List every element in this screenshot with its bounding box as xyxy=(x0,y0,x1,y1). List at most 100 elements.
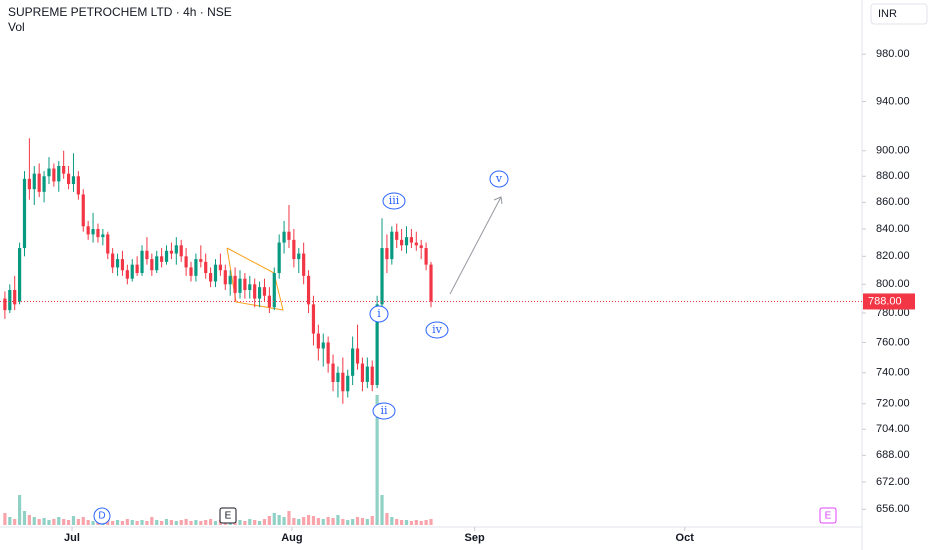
volume-bar xyxy=(429,519,433,525)
volume-bar xyxy=(71,516,76,525)
volume-bar xyxy=(341,519,345,525)
candle-body xyxy=(47,168,51,177)
candle-body xyxy=(42,176,46,192)
volume-bar xyxy=(155,520,159,525)
volume-bar xyxy=(326,517,330,525)
candle-body xyxy=(262,287,267,296)
volume-bar xyxy=(390,517,394,525)
volume-bar xyxy=(346,520,350,525)
y-tick-label: 656.00 xyxy=(876,503,910,515)
volume-bar xyxy=(194,520,198,525)
candle-body xyxy=(297,253,301,260)
candle-body xyxy=(223,270,227,285)
y-tick-label: 720.00 xyxy=(876,398,910,410)
event-marker[interactable] xyxy=(819,507,837,524)
candle-body xyxy=(145,250,149,260)
y-tick-label: 704.00 xyxy=(876,423,910,435)
candle-body xyxy=(326,342,330,364)
wave-label-circle xyxy=(382,192,406,210)
currency-button[interactable] xyxy=(870,3,928,25)
candle-body xyxy=(101,234,105,238)
event-marker[interactable] xyxy=(93,507,111,525)
candle-body xyxy=(228,275,232,285)
y-tick-label: 860.00 xyxy=(876,196,910,208)
volume-bar xyxy=(22,511,27,525)
candle-body xyxy=(150,259,154,271)
volume-bar xyxy=(27,515,31,525)
candle-body xyxy=(311,304,316,334)
candle-body xyxy=(395,231,399,240)
volume-bar xyxy=(57,517,61,525)
volume-bar xyxy=(375,395,379,525)
volume-bar xyxy=(316,518,320,525)
wave-label: iv xyxy=(432,323,443,336)
y-tick-label: 688.00 xyxy=(876,449,910,461)
volume-bar xyxy=(395,519,399,525)
candle-body xyxy=(424,248,428,265)
volume-bar xyxy=(42,518,46,525)
volume-bar xyxy=(365,519,369,525)
candle-body xyxy=(13,290,17,305)
candle-body xyxy=(27,178,31,190)
volume-bar xyxy=(3,513,7,525)
wave-label-circle xyxy=(369,305,389,323)
candle-body xyxy=(81,194,85,227)
volume-bar xyxy=(86,520,90,525)
volume-bar xyxy=(115,520,120,525)
volume-bar xyxy=(140,520,144,525)
volume-bar xyxy=(213,521,218,525)
candle-body xyxy=(243,278,247,291)
volume-bar xyxy=(189,521,193,525)
x-tick-label: Jul xyxy=(64,532,80,544)
volume-bar xyxy=(238,520,242,525)
candle-body xyxy=(140,250,144,274)
candle-body xyxy=(164,250,169,262)
volume-bar xyxy=(199,521,203,525)
candle-body xyxy=(287,231,291,240)
volume-bar xyxy=(380,495,384,525)
candle-body xyxy=(253,284,257,299)
volume-bar xyxy=(385,513,389,525)
volume-bar xyxy=(336,515,340,525)
candle-body xyxy=(355,348,360,364)
volume-bar xyxy=(409,521,414,525)
volume-bar xyxy=(306,515,311,525)
candle-body xyxy=(404,237,409,246)
candle-body xyxy=(218,264,222,271)
volume-bar xyxy=(125,519,129,525)
candle-body xyxy=(306,275,311,305)
volume-bar xyxy=(311,516,316,525)
y-tick-label: 820.00 xyxy=(876,250,910,262)
candle-body xyxy=(238,278,242,293)
last-price-label: 788.00 xyxy=(868,295,902,307)
volume-bar xyxy=(120,521,125,525)
candle-body xyxy=(62,165,66,174)
projection-arrow xyxy=(449,196,502,295)
candle-body xyxy=(184,256,188,268)
candle-body xyxy=(3,298,7,311)
candle-body xyxy=(414,242,418,246)
candle-body xyxy=(86,226,90,235)
candle-body xyxy=(71,176,76,185)
event-marker[interactable] xyxy=(219,507,237,524)
currency: INR xyxy=(878,8,897,20)
volume-bar xyxy=(91,521,95,525)
candle-body xyxy=(213,264,218,282)
volume-bar xyxy=(130,520,134,525)
candle-body xyxy=(429,264,433,302)
volume-bar xyxy=(360,518,365,525)
x-tick-label: Aug xyxy=(281,532,302,544)
candle-body xyxy=(194,259,198,276)
volume-bar xyxy=(13,519,17,525)
x-tick-label: Oct xyxy=(676,532,695,544)
volume-bar xyxy=(355,517,360,525)
volume-bar xyxy=(292,518,296,525)
candle-body xyxy=(169,250,174,254)
volume-bar xyxy=(179,520,183,525)
candle-body xyxy=(282,231,286,243)
y-tick-label: 672.00 xyxy=(876,476,910,488)
plot: 656.00 672.00 688.00 704.00 720.00 740.00 760.… xyxy=(0,48,915,544)
volume-bar xyxy=(17,495,22,525)
